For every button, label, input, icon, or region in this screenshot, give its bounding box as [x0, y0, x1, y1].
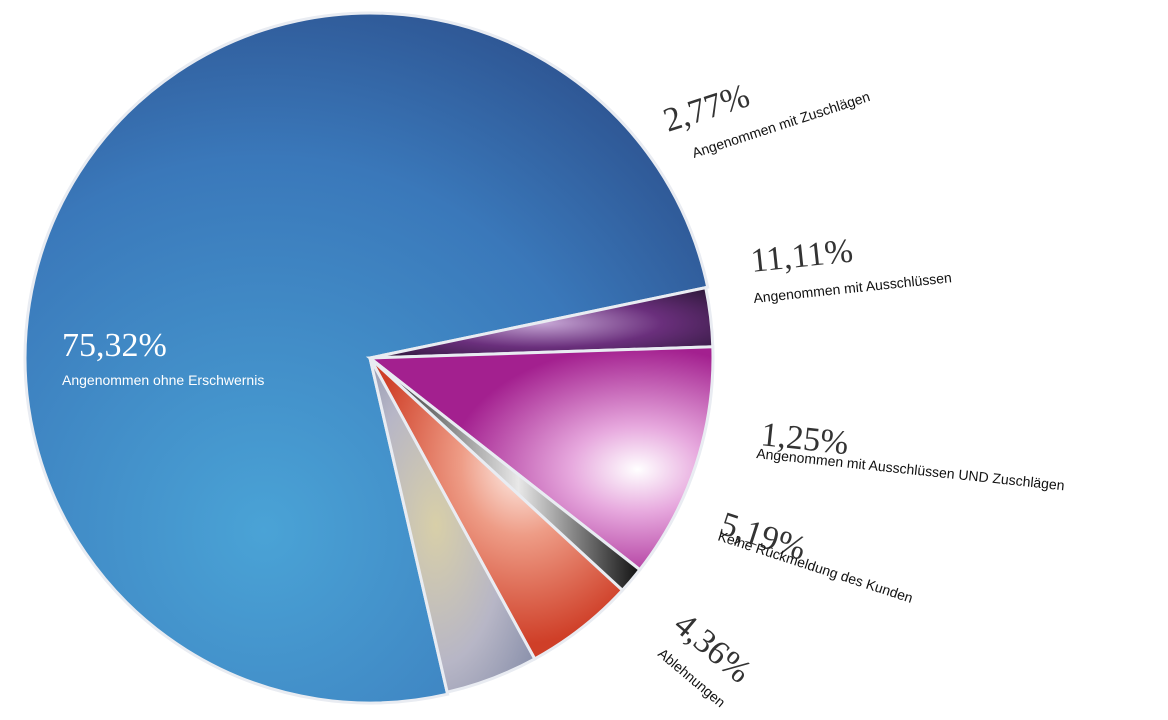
desc-label-keine-rueckmeldung: Keine Rückmeldung des Kunden	[716, 528, 915, 606]
pct-label-ohne-erschwernis: 75,32%	[62, 327, 167, 364]
desc-label-ausschluesse-und-zuschlaege: Angenommen mit Ausschlüssen UND Zuschläg…	[756, 445, 1066, 493]
pct-label-ausschluesse-und-zuschlaege: 1,25%	[759, 416, 850, 462]
slice-angenommen-mit-ausschluessen	[365, 345, 715, 572]
slice-ablehnungen	[368, 357, 537, 694]
desc-label-ohne-erschwernis: Angenommen ohne Erschwernis	[62, 372, 264, 388]
pct-label-ausschluesse: 11,11%	[749, 232, 855, 279]
slice-angenommen-ohne-erschwernis	[23, 11, 710, 705]
